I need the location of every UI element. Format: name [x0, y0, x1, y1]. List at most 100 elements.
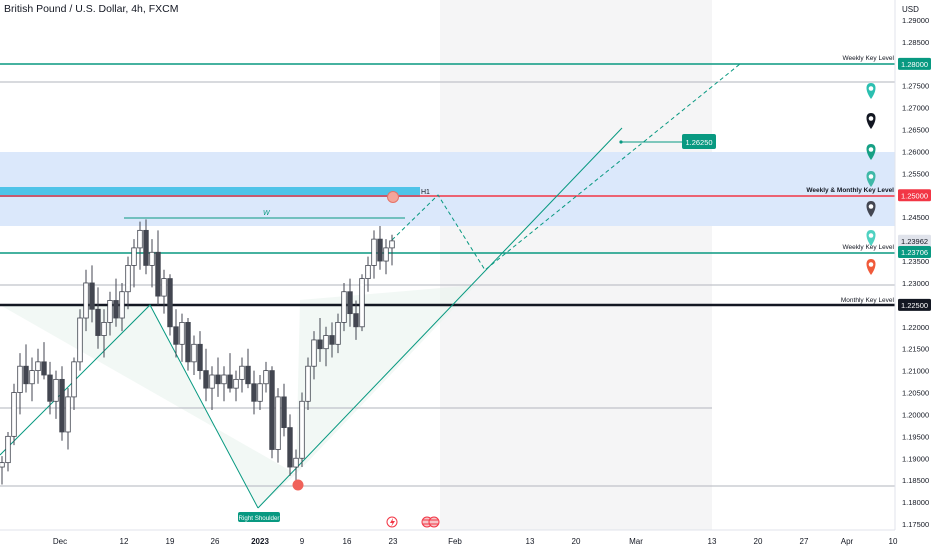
- candle-body: [281, 396, 287, 428]
- time-tick-label: Feb: [448, 537, 462, 546]
- candle-body: [143, 229, 149, 266]
- candle-body: [149, 251, 155, 266]
- candle-body: [275, 396, 281, 450]
- candle-body: [197, 343, 203, 372]
- candle: [131, 239, 137, 288]
- price-tick-label: 1.26000: [902, 147, 929, 156]
- location-pin-icon: [866, 201, 876, 217]
- resistance-marker: [387, 191, 399, 203]
- price-badge-bg: [898, 189, 931, 202]
- candle: [335, 313, 341, 354]
- candle-body: [95, 308, 101, 336]
- candle: [5, 431, 11, 472]
- pin-shape: [866, 259, 876, 275]
- candle-body: [89, 282, 95, 310]
- candle: [323, 326, 329, 367]
- price-tick-label: 1.25500: [902, 169, 929, 178]
- candle-body: [173, 326, 179, 345]
- time-axis[interactable]: Dec 12 19 26 2023 9 16 23 Feb 13 20 Mar 13 20 27 Apr 10: [53, 537, 898, 546]
- candle: [365, 256, 371, 292]
- candle-body: [377, 238, 383, 262]
- w-label: W: [263, 210, 271, 217]
- candle: [191, 335, 197, 375]
- candle-body: [53, 378, 59, 402]
- candle: [53, 370, 59, 419]
- candle-body: [227, 374, 233, 389]
- pin-shape: [866, 171, 876, 187]
- candle: [185, 318, 191, 371]
- candle-body: [215, 374, 221, 385]
- target-label: 1.26250: [685, 138, 712, 147]
- candle: [359, 274, 365, 332]
- target-badge[interactable]: 1.26250: [682, 134, 716, 149]
- location-pin-icon: [866, 259, 876, 275]
- symbol-title[interactable]: British Pound / U.S. Dollar, 4h, FXCM: [4, 3, 178, 15]
- candle: [305, 357, 311, 411]
- candle-body: [347, 291, 353, 315]
- pin-shape: [866, 230, 876, 246]
- candle: [95, 287, 101, 349]
- candle: [317, 318, 323, 362]
- candle-body: [209, 374, 215, 389]
- location-pin-icon: [866, 113, 876, 129]
- price-tick-label: 1.27500: [902, 82, 929, 91]
- candle-body: [245, 365, 251, 385]
- time-tick-label: 27: [800, 537, 809, 546]
- price-badge: 1.23962: [898, 234, 931, 247]
- candle-body: [59, 378, 65, 433]
- price-badge-bg: [898, 298, 931, 311]
- candle-body: [0, 462, 5, 468]
- target-dot: [619, 140, 623, 144]
- price-badge: 1.23706: [898, 246, 931, 259]
- candle-body: [311, 339, 317, 367]
- candle: [101, 309, 107, 358]
- time-tick-label: 16: [343, 537, 352, 546]
- h1-band: [0, 187, 420, 197]
- time-tick-label: 9: [300, 537, 305, 546]
- candle: [209, 366, 215, 411]
- price-badge: 1.22500: [898, 298, 931, 311]
- candle: [197, 331, 203, 380]
- candle-body: [17, 365, 23, 393]
- candle-body: [161, 278, 167, 297]
- candle-body: [137, 229, 143, 249]
- candle: [269, 366, 275, 459]
- candle: [329, 322, 335, 358]
- pin-hole: [868, 116, 874, 121]
- candle-body: [287, 427, 293, 468]
- price-tick-label: 1.26500: [902, 126, 929, 135]
- candle-body: [11, 392, 17, 437]
- candle: [71, 357, 77, 411]
- price-badge-bg: [898, 57, 931, 70]
- candle: [119, 282, 125, 332]
- candle: [227, 353, 233, 393]
- candle: [239, 357, 245, 393]
- event-icons[interactable]: [386, 516, 440, 528]
- price-tick-label: 1.21000: [902, 367, 929, 376]
- us-flag-event-icon-2[interactable]: [428, 516, 440, 528]
- candle-body: [131, 247, 137, 266]
- candle: [29, 357, 35, 402]
- price-axis-bg: [895, 0, 932, 550]
- pin-shape: [866, 83, 876, 99]
- price-badges: 1.28000 1.25000 1.23962 1.23706 1.22500: [898, 57, 931, 311]
- candle: [143, 219, 149, 275]
- weekly-key-level-label: Weekly Key Level: [842, 55, 894, 62]
- weekly-monthly-key-level-label: Weekly & Monthly Key Level: [806, 187, 894, 194]
- price-tick-label: 1.18500: [902, 476, 929, 485]
- candle-body: [47, 374, 53, 402]
- candle: [383, 239, 389, 275]
- candle: [203, 348, 209, 402]
- time-tick-label: 10: [889, 537, 898, 546]
- candle-body: [107, 300, 113, 323]
- candle: [149, 239, 155, 288]
- time-tick-label: 2023: [251, 537, 269, 546]
- candle: [83, 269, 89, 332]
- time-tick-label: 20: [572, 537, 581, 546]
- time-tick-label: 19: [166, 537, 175, 546]
- candle-body: [305, 365, 311, 402]
- price-tick-label: 1.23000: [902, 279, 929, 288]
- right-shoulder-label: Right Shoulder: [239, 515, 280, 522]
- candle-body: [383, 247, 389, 262]
